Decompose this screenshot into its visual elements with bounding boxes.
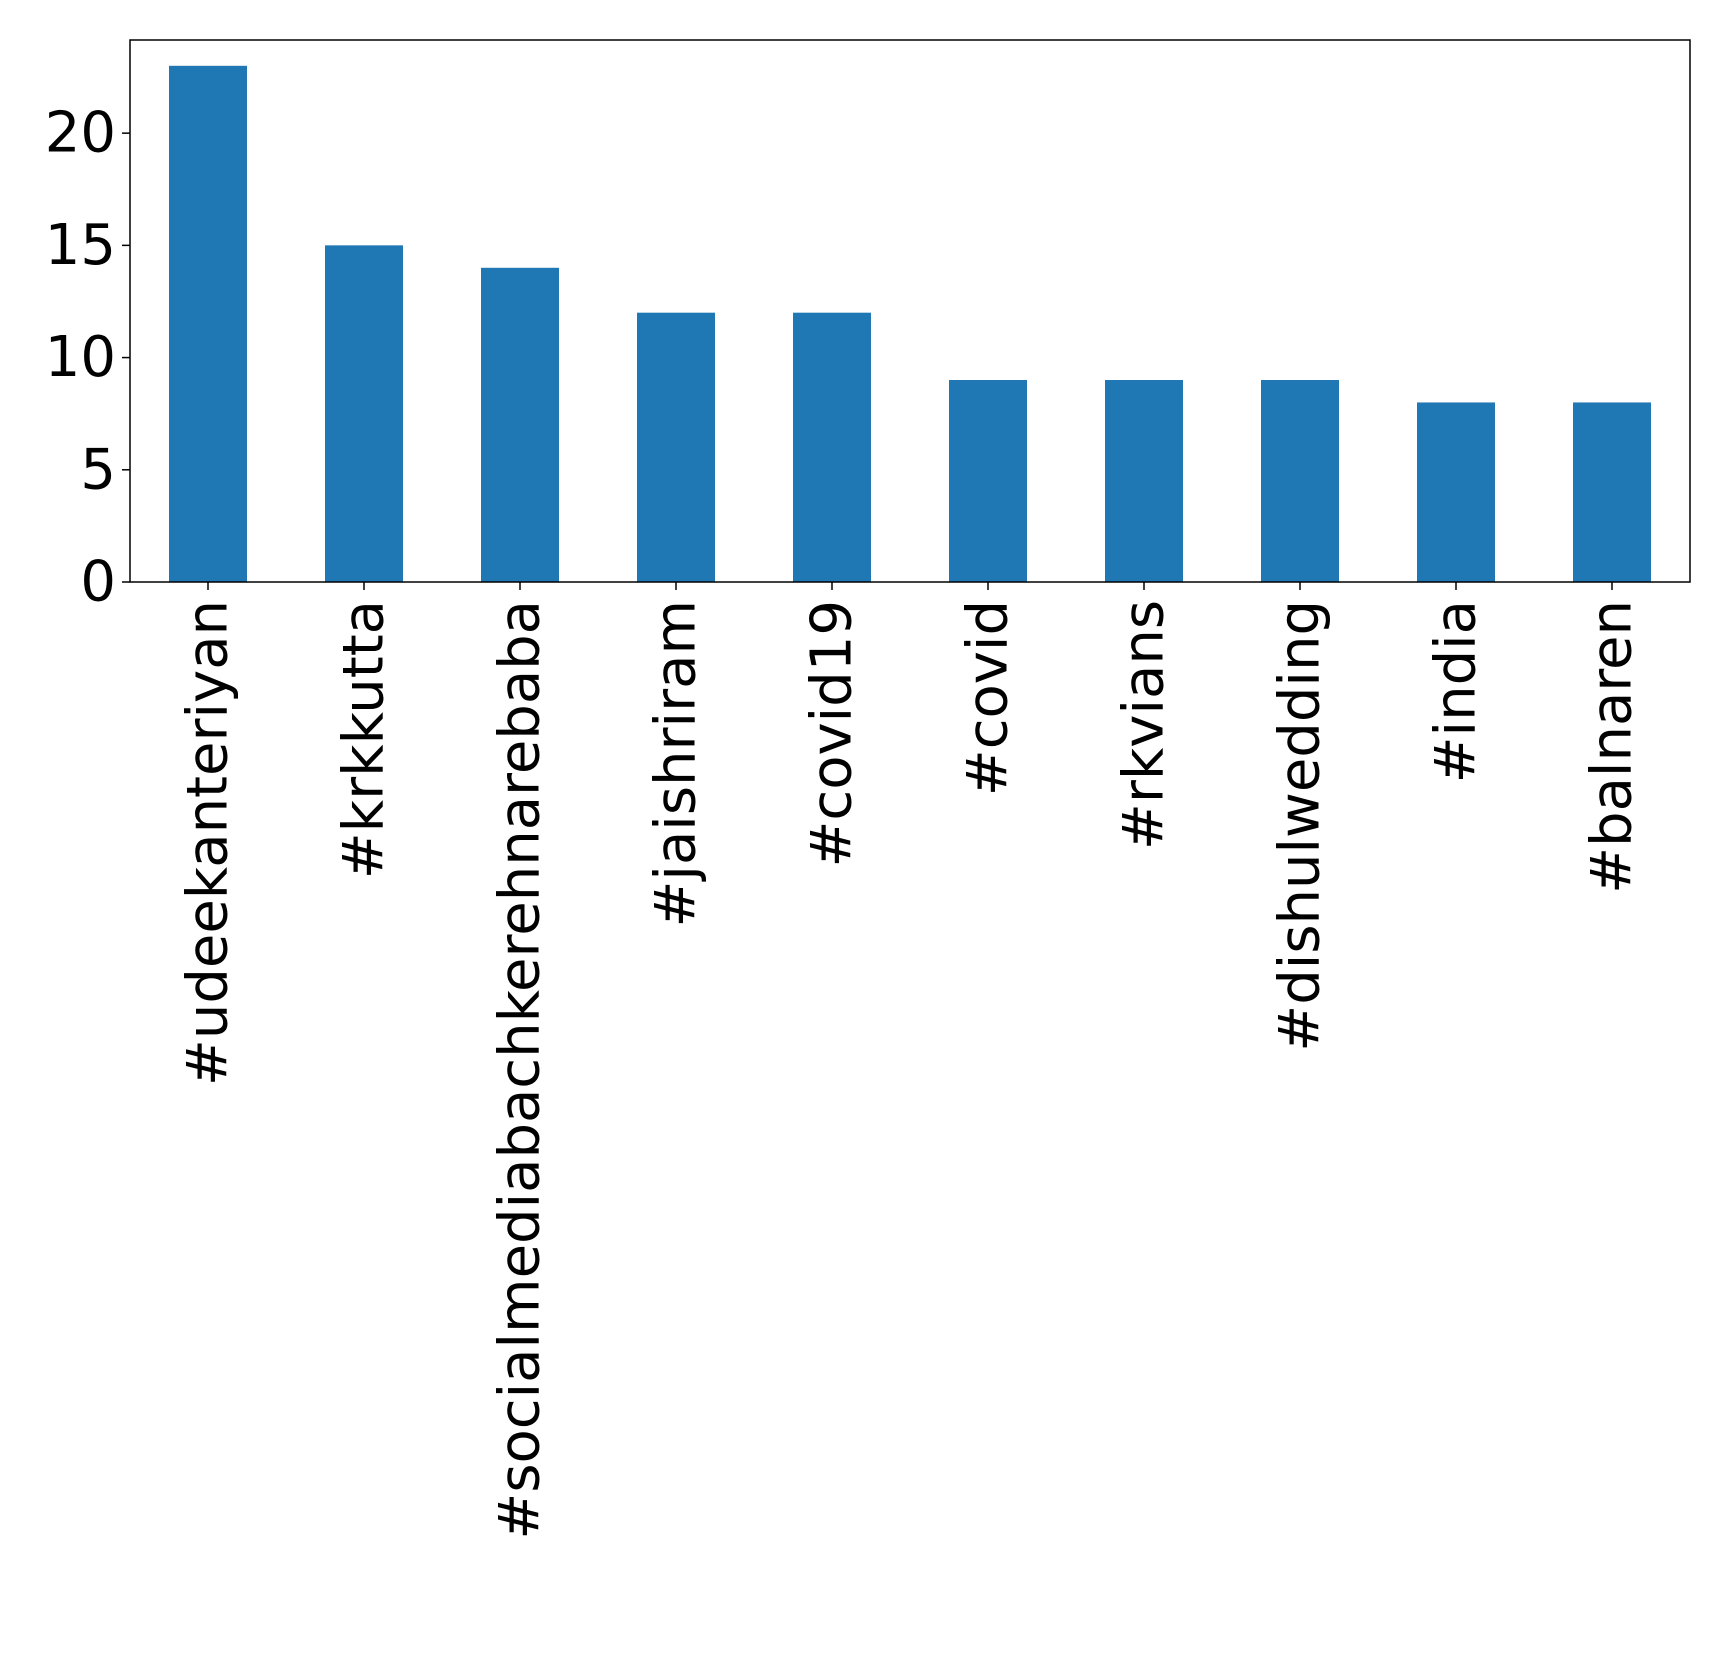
x-tick-label: #dishulwedding (1268, 600, 1333, 1052)
x-tick-label: #india (1424, 600, 1489, 783)
x-tick-label: #jaishriram (644, 600, 709, 928)
y-tick-label: 5 (80, 437, 116, 502)
bar-krkkutta (325, 245, 403, 582)
bar-balnaren (1573, 402, 1651, 582)
x-tick-label: #covid (956, 600, 1021, 796)
y-tick-label: 15 (45, 213, 116, 278)
y-tick-label: 20 (45, 101, 116, 166)
y-tick-label: 10 (45, 325, 116, 390)
y-tick-label: 0 (80, 550, 116, 615)
bar-jaishriram (637, 312, 715, 582)
x-tick-label: #rkvians (1112, 600, 1177, 850)
bars-group (169, 65, 1651, 583)
x-tick-label: #covid19 (800, 600, 865, 867)
bar-india (1417, 402, 1495, 582)
x-axis: #udeekanteriyan #krkkutta #socialmediabach… (176, 582, 1645, 1540)
x-tick-label: #balnaren (1580, 600, 1645, 894)
x-tick-label: #udeekanteriyan (176, 600, 241, 1086)
bar-covid (949, 380, 1027, 582)
y-axis: 0 5 10 15 20 (45, 101, 130, 615)
x-tick-label: #socialmediabachkerehnarebaba (488, 600, 553, 1540)
bar-dishulwedding (1261, 380, 1339, 582)
bar-rkvians (1105, 380, 1183, 582)
bar-covid19 (793, 312, 871, 582)
plot-frame (129, 39, 1691, 583)
bar-udeekanteriyan (169, 65, 247, 583)
x-tick-label: #krkkutta (332, 600, 397, 879)
bar-socialmediabachkerehnarebaba (481, 267, 559, 582)
